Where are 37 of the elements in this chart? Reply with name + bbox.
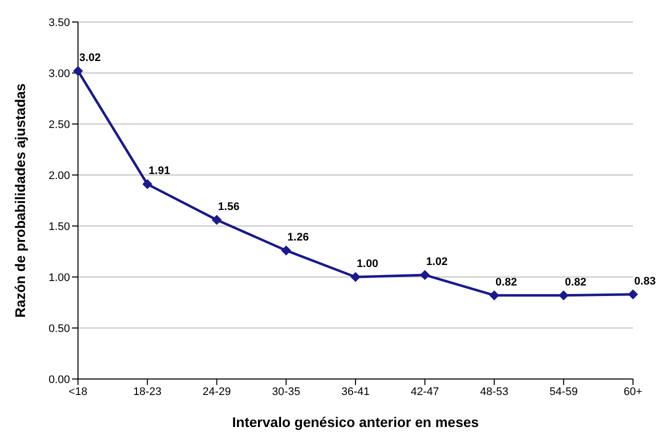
point [489, 290, 500, 300]
x-tick-label: <18 [68, 386, 88, 398]
data-label: 1.26 [287, 231, 309, 244]
x-tick-label: 18-23 [133, 386, 162, 398]
y-tick-label: 1.50 [48, 220, 70, 233]
x-tick-label: 24-29 [202, 386, 231, 398]
x-axis-title: Intervalo genésico anterior en meses [232, 414, 480, 430]
y-tick-label: 1.00 [48, 272, 70, 284]
data-label: 0.83 [634, 275, 656, 288]
data-label: 1.91 [148, 165, 170, 178]
point [420, 270, 430, 280]
y-tick-label: 3.00 [48, 68, 70, 80]
y-tick-label: 2.50 [48, 118, 70, 131]
point [350, 272, 360, 282]
y-tick-label: 3.50 [48, 16, 70, 29]
point [73, 66, 83, 76]
y-tick-label: 2.00 [48, 170, 70, 182]
x-tick-label: 42-47 [410, 386, 439, 398]
point [281, 245, 292, 256]
x-tick-label: 48-53 [480, 386, 508, 398]
x-tick-label: 36-41 [341, 386, 370, 398]
point [628, 289, 638, 300]
point [142, 179, 152, 190]
data-label: 1.56 [218, 200, 240, 213]
data-label: 3.02 [79, 52, 101, 64]
data-label: 0.82 [564, 276, 586, 288]
x-tick-label: 60+ [624, 386, 642, 398]
data-label: 1.02 [426, 256, 448, 268]
data-label: 1.00 [356, 258, 378, 270]
x-tick-label: 30-35 [272, 386, 300, 398]
y-axis-title: Razón de probabilidades ajustadas [12, 83, 28, 318]
point [212, 214, 222, 225]
y-tick-label: 0.00 [48, 374, 70, 386]
point [558, 290, 569, 300]
data-label: 0.82 [496, 276, 517, 288]
x-tick-label: 54-59 [550, 386, 578, 398]
y-tick-label: 0.50 [48, 322, 70, 335]
